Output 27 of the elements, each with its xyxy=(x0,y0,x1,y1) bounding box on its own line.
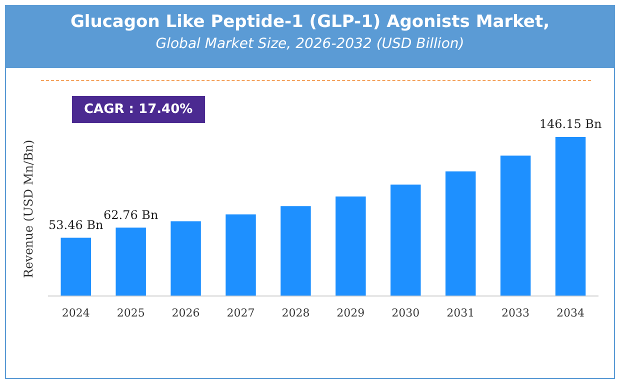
x-tick-label: 2025 xyxy=(116,306,145,320)
bar xyxy=(390,184,421,296)
x-tick-label: 2024 xyxy=(62,306,90,320)
bar xyxy=(555,137,586,296)
bar xyxy=(60,238,91,296)
bar xyxy=(500,156,531,296)
text: CAGR : 17.40% xyxy=(72,96,205,123)
y-axis-title: Revenue (USD Mn/Bn) xyxy=(21,140,36,278)
chart-title: Glucagon Like Peptide-1 (GLP-1) Agonists Market, xyxy=(69,11,551,32)
chart-subtitle: Global Market Size, 2026-2032 (USD Billion) xyxy=(154,36,466,52)
x-tick-label: 2033 xyxy=(502,306,530,320)
x-tick-label: 2026 xyxy=(172,306,200,320)
data-label: 53.46 Bn xyxy=(48,218,104,232)
bar xyxy=(116,228,146,296)
x-tick-label: 2027 xyxy=(226,306,255,320)
bar xyxy=(170,221,201,296)
x-tick-label: 2028 xyxy=(282,306,310,320)
data-label: 146.15 Bn xyxy=(539,117,602,132)
x-tick-label: 2029 xyxy=(336,306,365,320)
x-tick-label: 2030 xyxy=(392,306,420,320)
data-label: 62.76 Bn xyxy=(103,208,158,222)
bar xyxy=(445,171,476,296)
x-tick-label: 2031 xyxy=(446,306,475,320)
bar xyxy=(280,206,311,296)
x-tick-label: 2034 xyxy=(556,306,585,320)
bar xyxy=(336,196,366,296)
bar xyxy=(226,214,256,296)
